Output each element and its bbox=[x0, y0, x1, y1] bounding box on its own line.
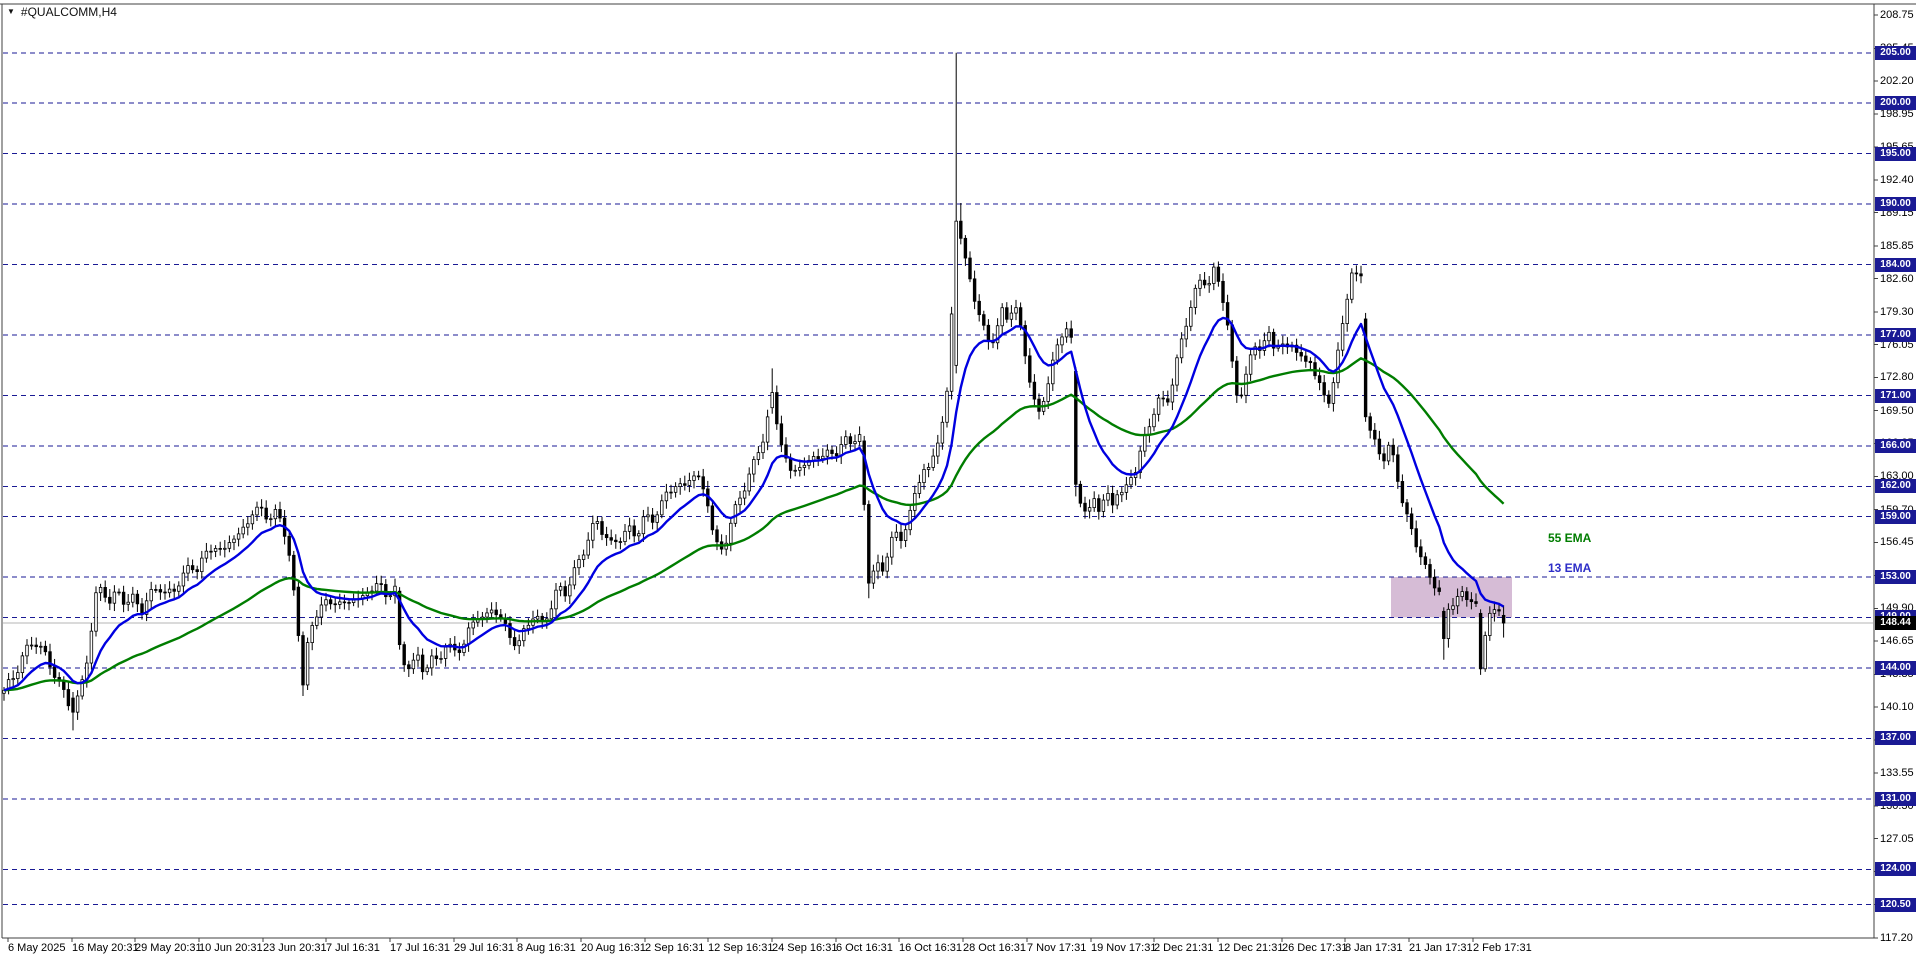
date-tick-label: 28 Oct 16:31 bbox=[963, 942, 1026, 954]
price-level-badge: 137.00 bbox=[1875, 731, 1916, 746]
price-tick-label: 156.45 bbox=[1880, 536, 1914, 549]
date-tick-label: 23 Jun 20:31 bbox=[263, 942, 327, 954]
date-tick-label: 2 Sep 16:31 bbox=[645, 942, 705, 954]
price-level-badge: 166.00 bbox=[1875, 439, 1916, 453]
date-tick-label: 8 Jan 17:31 bbox=[1345, 942, 1403, 954]
date-tick-label: 16 May 20:31 bbox=[72, 942, 139, 954]
date-tick-label: 12 Dec 21:31 bbox=[1218, 942, 1284, 954]
date-tick-label: 29 May 20:31 bbox=[135, 942, 202, 954]
date-tick-label: 2 Dec 21:31 bbox=[1154, 942, 1214, 954]
price-tick-label: 208.75 bbox=[1880, 9, 1914, 21]
date-tick-label: 7 Jul 16:31 bbox=[326, 942, 380, 954]
date-tick-label: 26 Dec 17:31 bbox=[1282, 942, 1348, 954]
price-tick-label: 169.50 bbox=[1880, 404, 1914, 417]
price-tick-label: 117.20 bbox=[1880, 932, 1913, 944]
price-level-badge: 162.00 bbox=[1875, 479, 1916, 494]
date-tick-label: 7 Nov 17:31 bbox=[1027, 942, 1087, 954]
chart-symbol-title: ▼ #QUALCOMM,H4 bbox=[7, 5, 117, 19]
price-level-badge: 131.00 bbox=[1875, 791, 1916, 806]
date-tick-label: 16 Oct 16:31 bbox=[899, 942, 962, 954]
date-tick-label: 8 Aug 16:31 bbox=[517, 942, 576, 954]
price-tick-label: 127.05 bbox=[1880, 832, 1914, 845]
ema-55-label: 55 EMA bbox=[1548, 531, 1592, 545]
price-level-badge: 171.00 bbox=[1875, 388, 1916, 403]
price-level-badge: 190.00 bbox=[1875, 197, 1916, 212]
price-tick-label: 172.80 bbox=[1880, 371, 1914, 384]
price-level-badge: 200.00 bbox=[1875, 96, 1916, 111]
price-tick-label: 202.20 bbox=[1880, 75, 1914, 88]
price-tick-label: 163.00 bbox=[1880, 470, 1914, 483]
price-tick-label: 133.55 bbox=[1880, 767, 1914, 780]
price-level-badge: 177.00 bbox=[1875, 328, 1916, 343]
price-tick-label: 140.10 bbox=[1880, 701, 1914, 714]
date-tick-label: 21 Jan 17:31 bbox=[1409, 942, 1473, 954]
date-tick-label: 12 Sep 16:31 bbox=[708, 942, 774, 954]
date-tick-label: 6 May 2025 bbox=[8, 942, 66, 954]
price-tick-label: 192.40 bbox=[1880, 173, 1914, 186]
current-price-badge: 148.44 bbox=[1875, 616, 1916, 631]
date-tick-label: 6 Oct 16:31 bbox=[836, 942, 893, 954]
price-level-badge: 159.00 bbox=[1875, 509, 1916, 524]
date-tick-label: 24 Sep 16:31 bbox=[772, 942, 838, 954]
price-tick-label: 185.85 bbox=[1880, 239, 1914, 252]
price-level-badge: 195.00 bbox=[1875, 146, 1916, 161]
price-level-badge: 153.00 bbox=[1875, 570, 1916, 585]
price-level-badge: 184.00 bbox=[1875, 257, 1916, 272]
date-tick-label: 17 Jul 16:31 bbox=[390, 942, 450, 954]
date-tick-label: 10 Jun 20:31 bbox=[199, 942, 263, 954]
symbol-timeframe-label: #QUALCOMM,H4 bbox=[20, 5, 117, 19]
date-tick-label: 20 Aug 16:31 bbox=[581, 942, 646, 954]
dropdown-arrow-icon[interactable]: ▼ bbox=[7, 7, 15, 16]
ema-13-label: 13 EMA bbox=[1548, 561, 1592, 575]
price-tick-label: 146.65 bbox=[1880, 635, 1914, 648]
price-tick-label: 182.60 bbox=[1880, 272, 1914, 285]
date-tick-label: 2 Feb 17:31 bbox=[1473, 942, 1532, 954]
price-tick-label: 198.95 bbox=[1880, 107, 1914, 120]
price-level-badge: 144.00 bbox=[1875, 660, 1916, 675]
price-level-badge: 124.00 bbox=[1875, 862, 1916, 877]
price-level-badge: 205.00 bbox=[1875, 45, 1916, 60]
date-tick-label: 19 Nov 17:31 bbox=[1091, 942, 1157, 954]
price-level-badge: 120.50 bbox=[1875, 897, 1916, 912]
date-tick-label: 29 Jul 16:31 bbox=[454, 942, 514, 954]
price-tick-label: 179.30 bbox=[1880, 305, 1914, 318]
